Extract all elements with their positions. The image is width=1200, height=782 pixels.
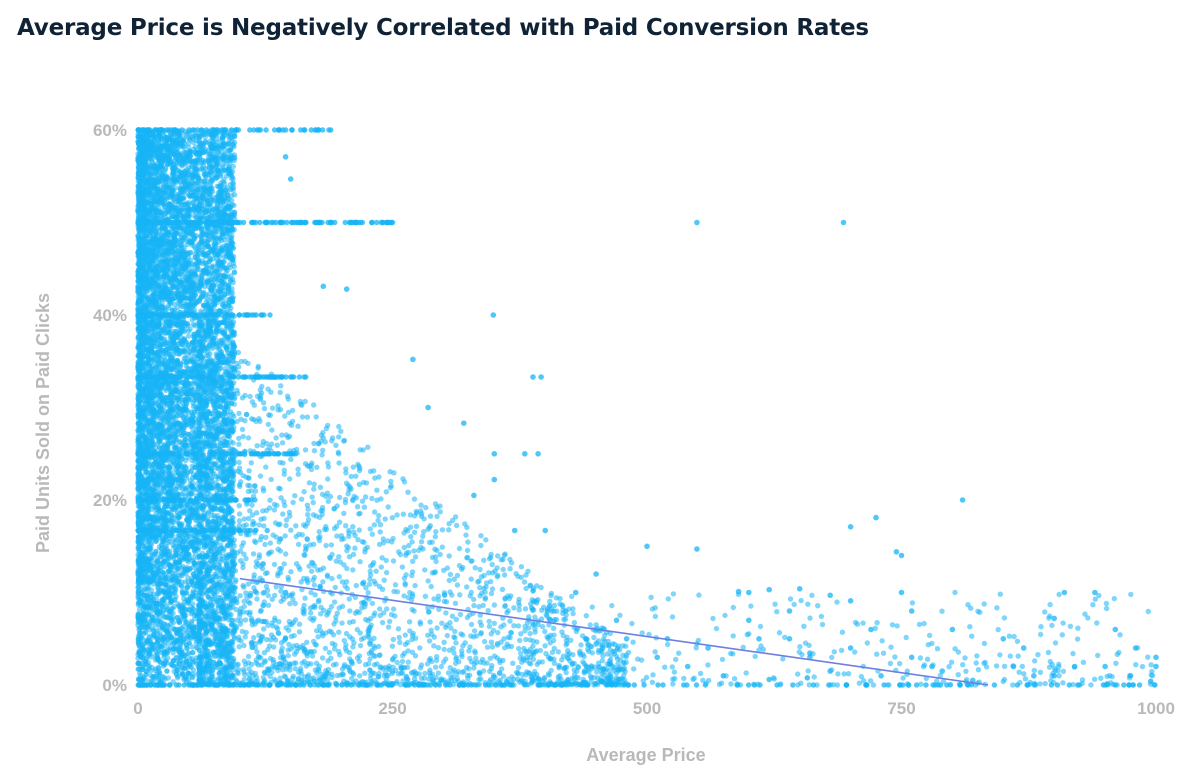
- points-layer: [135, 127, 1159, 688]
- chart-title: Average Price is Negatively Correlated w…: [17, 15, 869, 41]
- data-point: [229, 320, 235, 326]
- data-point: [189, 675, 196, 681]
- data-point: [148, 673, 154, 679]
- data-point: [228, 290, 234, 297]
